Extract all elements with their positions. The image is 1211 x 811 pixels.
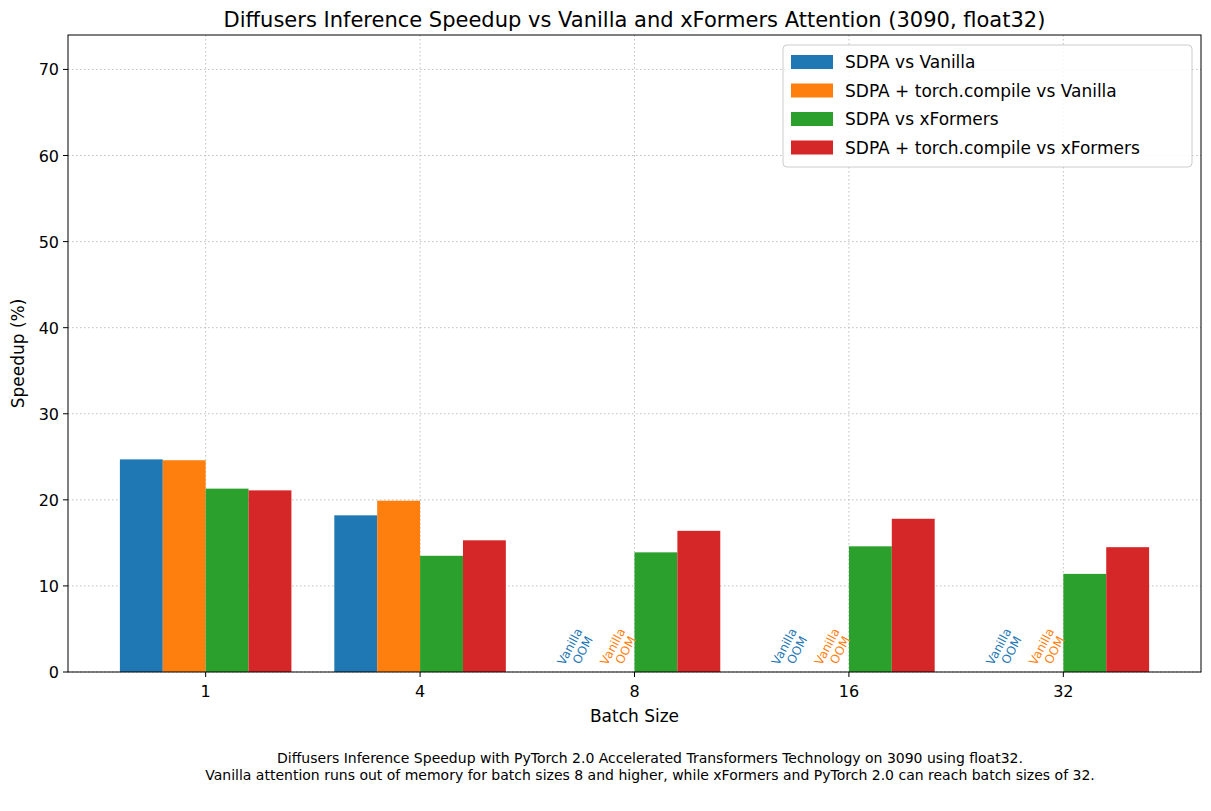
bar bbox=[206, 489, 249, 672]
bar bbox=[120, 459, 163, 672]
legend-label: SDPA + torch.compile vs xFormers bbox=[845, 138, 1140, 158]
bar bbox=[249, 490, 292, 672]
annotation-line: OOM bbox=[999, 634, 1025, 666]
annotation-line: OOM bbox=[570, 634, 596, 666]
bar bbox=[635, 552, 678, 672]
x-tick-label: 16 bbox=[839, 682, 859, 701]
bar bbox=[1063, 574, 1106, 672]
legend-swatch bbox=[791, 141, 833, 155]
y-tick bbox=[63, 499, 68, 500]
y-tick bbox=[63, 327, 68, 328]
y-tick bbox=[63, 672, 68, 673]
plot-frame bbox=[68, 35, 1201, 672]
y-axis-label: Speedup (%) bbox=[8, 299, 28, 409]
y-tick bbox=[63, 585, 68, 586]
caption: Diffusers Inference Speedup with PyTorch… bbox=[277, 750, 1023, 766]
y-tick-label: 20 bbox=[39, 491, 59, 510]
annotation: VanillaOOM bbox=[554, 626, 596, 674]
legend bbox=[783, 45, 1192, 167]
x-tick bbox=[420, 672, 421, 677]
bars bbox=[120, 459, 1149, 672]
y-tick bbox=[63, 69, 68, 70]
x-tick-label: 4 bbox=[415, 682, 425, 701]
legend-swatch bbox=[791, 84, 833, 98]
annotation: VanillaOOM bbox=[597, 626, 639, 674]
y-tick-label: 30 bbox=[39, 405, 59, 424]
legend-label: SDPA vs xFormers bbox=[845, 109, 999, 129]
legend-label: SDPA + torch.compile vs Vanilla bbox=[845, 81, 1117, 101]
annotation: VanillaOOM bbox=[812, 626, 854, 674]
bar bbox=[1106, 547, 1149, 672]
background bbox=[0, 0, 1211, 811]
bar bbox=[463, 540, 506, 672]
bar bbox=[163, 460, 206, 672]
bar bbox=[849, 546, 892, 672]
y-tick bbox=[63, 241, 68, 242]
bar bbox=[420, 556, 463, 672]
x-tick bbox=[634, 672, 635, 677]
annotation: VanillaOOM bbox=[983, 626, 1025, 674]
annotation-line: OOM bbox=[1041, 634, 1067, 666]
bar bbox=[677, 531, 720, 672]
x-tick bbox=[1063, 672, 1064, 677]
legend-label: SDPA vs Vanilla bbox=[845, 52, 976, 72]
x-tick bbox=[205, 672, 206, 677]
grid-line bbox=[68, 413, 1201, 414]
bar bbox=[334, 515, 377, 672]
annotation-line: OOM bbox=[784, 634, 810, 666]
y-tick bbox=[63, 413, 68, 414]
y-tick-label: 40 bbox=[39, 319, 59, 338]
y-tick-label: 10 bbox=[39, 577, 59, 596]
legend-swatch bbox=[791, 55, 833, 69]
x-tick-label: 32 bbox=[1053, 682, 1073, 701]
y-tick-label: 60 bbox=[39, 147, 59, 166]
annotation: VanillaOOM bbox=[1026, 626, 1068, 674]
annotation: VanillaOOM bbox=[769, 626, 811, 674]
legend-swatch bbox=[791, 112, 833, 126]
bar bbox=[377, 501, 420, 672]
title: Diffusers Inference Speedup vs Vanilla a… bbox=[224, 8, 1046, 32]
y-tick bbox=[63, 155, 68, 156]
bar bbox=[892, 519, 935, 672]
x-tick bbox=[848, 672, 849, 677]
annotation-line: OOM bbox=[827, 634, 853, 666]
annotation-line: OOM bbox=[613, 634, 639, 666]
caption: Vanilla attention runs out of memory for… bbox=[205, 767, 1095, 783]
y-tick-label: 50 bbox=[39, 233, 59, 252]
x-tick-label: 8 bbox=[629, 682, 639, 701]
x-axis-label: Batch Size bbox=[590, 706, 679, 726]
grid-line bbox=[68, 241, 1201, 242]
y-tick-label: 70 bbox=[39, 60, 59, 79]
chart: 0 10 20 30 40 50 60 70 1 4 8 16 32 Diffusers Inferenc… bbox=[0, 0, 1211, 811]
x-tick-label: 1 bbox=[201, 682, 211, 701]
y-tick-label: 0 bbox=[49, 663, 59, 682]
